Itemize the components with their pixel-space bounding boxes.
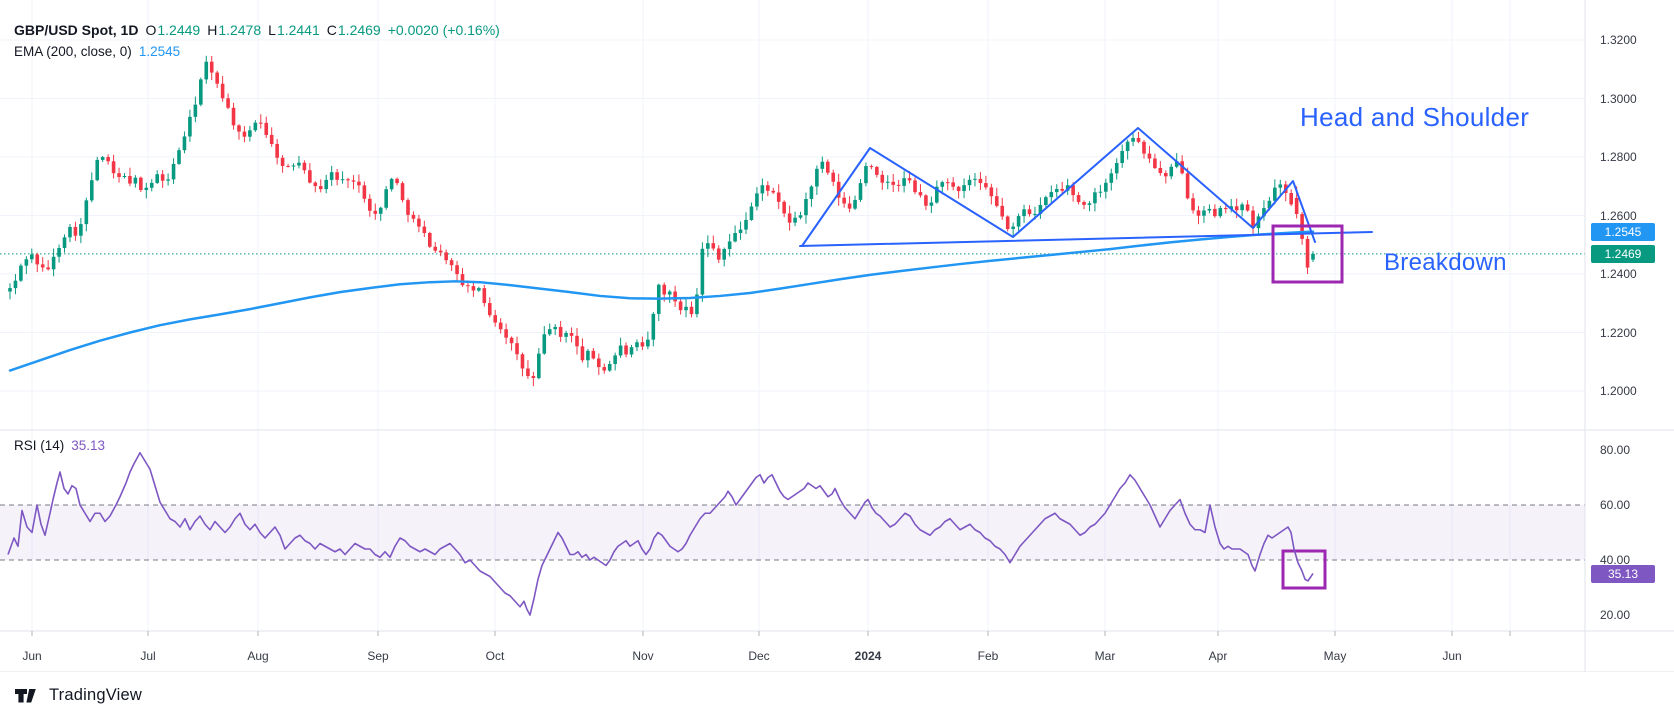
time-axis-label[interactable]: Dec	[748, 649, 770, 663]
tradingview-logo-icon[interactable]	[14, 686, 41, 705]
footer: TradingView	[0, 672, 1674, 718]
rsi-axis-label[interactable]: 80.00	[1600, 443, 1631, 457]
time-axis-label[interactable]: 2024	[854, 649, 882, 663]
price-axis-label[interactable]: 1.2400	[1600, 267, 1637, 281]
brand-name[interactable]: TradingView	[49, 685, 142, 704]
ohlc-low: L1.2441	[268, 22, 320, 38]
head-and-shoulder-label[interactable]: Head and Shoulder	[1300, 102, 1530, 132]
rsi-axis-label[interactable]: 40.00	[1600, 553, 1631, 567]
pane-borders	[0, 0, 1674, 672]
price-axis-label[interactable]: 1.2000	[1600, 384, 1637, 398]
time-axis-label[interactable]: Sep	[367, 649, 389, 663]
ema-legend[interactable]: EMA (200, close, 0) 1.2545	[14, 44, 180, 59]
time-axis-label[interactable]: Apr	[1208, 649, 1228, 663]
ema-label: EMA (200, close, 0)	[14, 44, 132, 59]
ohlc-close: C1.2469	[326, 22, 381, 38]
rsi-breakdown-box[interactable]	[1281, 549, 1327, 590]
rsi-value: 35.13	[71, 438, 106, 453]
grid-lines	[0, 0, 1585, 631]
rsi-label: RSI (14)	[14, 438, 65, 453]
ema-200-line[interactable]	[8, 230, 1315, 372]
chart-canvas[interactable]	[0, 0, 1674, 672]
time-axis-label[interactable]: Jun	[22, 649, 42, 663]
time-axis-label[interactable]: Nov	[632, 649, 654, 663]
rsi-line[interactable]	[7, 451, 1314, 616]
symbol-legend[interactable]: GBP/USD Spot, 1D O1.2449 H1.2478 L1.2441…	[14, 22, 500, 38]
rsi-band	[0, 504, 1585, 561]
breakdown-label[interactable]: Breakdown	[1384, 249, 1507, 276]
time-axis-label[interactable]: Feb	[977, 649, 999, 663]
time-axis-label[interactable]: May	[1323, 649, 1347, 663]
time-axis-label[interactable]: Jul	[140, 649, 156, 663]
rsi-legend[interactable]: RSI (14) 35.13	[14, 438, 105, 453]
time-axis-label[interactable]: Oct	[485, 649, 505, 663]
price-breakdown-box[interactable]	[1271, 224, 1344, 284]
time-axis-label[interactable]: Mar	[1094, 649, 1116, 663]
last-price-badge: 1.2469	[1591, 245, 1655, 263]
price-axis-label[interactable]: 1.2600	[1600, 208, 1637, 223]
price-axis-label[interactable]: 1.2800	[1600, 150, 1637, 164]
price-axis-label[interactable]: 1.2200	[1600, 325, 1637, 340]
change-value: +0.0020 (+0.16%)	[387, 22, 500, 38]
candles[interactable]	[8, 55, 1315, 387]
ema-price-badge: 1.2545	[1591, 223, 1655, 241]
time-axis-label[interactable]: Jun	[1442, 649, 1462, 663]
head-shoulders-zigzag	[801, 127, 1316, 247]
ohlc-high: H1.2478	[207, 22, 262, 38]
price-axis-label[interactable]: 1.3200	[1600, 33, 1637, 47]
neckline	[799, 231, 1373, 247]
ema-value: 1.2545	[138, 44, 181, 59]
symbol-title: GBP/USD Spot, 1D	[14, 22, 139, 38]
rsi-value-badge: 35.13	[1591, 565, 1655, 583]
rsi-axis-label[interactable]: 20.00	[1600, 608, 1631, 622]
pattern-drawings[interactable]	[799, 127, 1373, 590]
ohlc-open: O1.2449	[145, 22, 201, 38]
rsi-axis-label[interactable]: 60.00	[1600, 498, 1631, 512]
price-axis-label[interactable]: 1.3000	[1600, 91, 1637, 106]
time-axis-label[interactable]: Aug	[247, 649, 269, 663]
